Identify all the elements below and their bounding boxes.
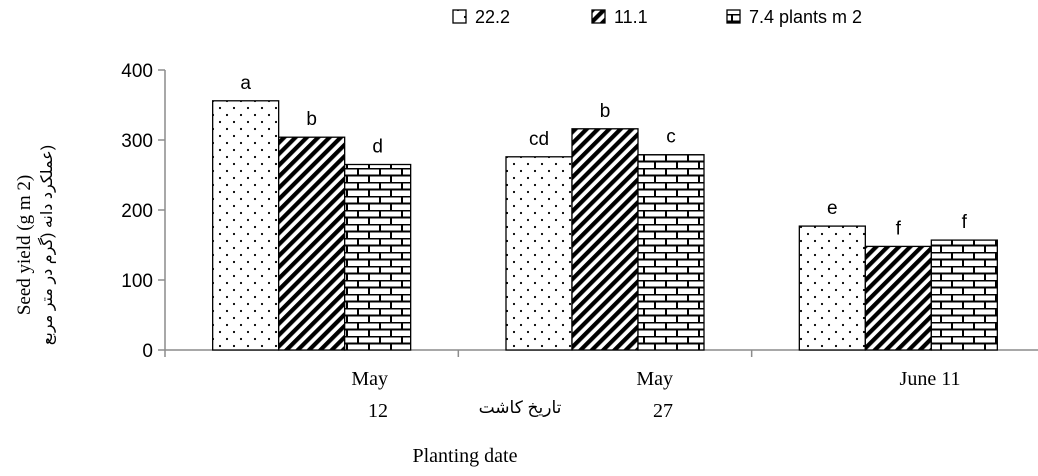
y-tick-label: 300 — [121, 131, 153, 152]
y-tick-label: 0 — [142, 341, 153, 362]
bar-significance-label: a — [240, 73, 251, 94]
bar — [344, 163, 412, 351]
bar — [278, 136, 346, 351]
y-tick-label: 400 — [121, 61, 153, 82]
y-axis-title-fa: (عملکرد دانه (گرم در متر مربع — [37, 145, 57, 345]
x-category-label-line2: 27 — [653, 400, 673, 422]
bar-significance-label: f — [962, 212, 968, 233]
legend-label: 7.4 plants m 2 — [749, 7, 862, 27]
x-category-label: June 11 — [900, 368, 961, 390]
legend-swatch — [591, 9, 606, 24]
legend-label: 11.1 — [614, 7, 648, 27]
bar — [571, 128, 639, 351]
legend: 22.2 11.1 7.4 plants m 2 — [452, 7, 862, 27]
bar-significance-label: f — [896, 218, 902, 239]
bar-significance-label: e — [827, 198, 838, 219]
bar-significance-label: cd — [529, 129, 549, 150]
y-tick-label: 200 — [121, 201, 153, 222]
legend-swatch — [452, 9, 467, 24]
bar-significance-label: c — [666, 127, 676, 148]
legend-label: 22.2 — [475, 7, 510, 27]
y-tick-label: 100 — [121, 271, 153, 292]
y-axis-title: Seed yield (g m 2) — [14, 175, 35, 315]
x-axis-title: Planting date — [413, 445, 518, 467]
bar — [212, 100, 280, 351]
bar — [637, 154, 705, 351]
bar — [930, 239, 998, 351]
bar-significance-label: d — [372, 137, 383, 158]
bars: a b d cd b c e f f — [212, 73, 998, 351]
legend-swatch — [726, 9, 741, 24]
axis-labels: May 12 May 27 June 11 — [351, 368, 960, 422]
bar — [505, 156, 573, 351]
bar-significance-label: b — [306, 109, 317, 130]
bar — [864, 245, 932, 351]
bar — [798, 225, 866, 351]
bar-significance-label: b — [600, 101, 611, 122]
x-axis-title-fa: تاریخ کاشت — [479, 398, 562, 418]
x-category-label-line2: 12 — [368, 400, 388, 422]
x-category-label-line1: May — [351, 368, 388, 390]
x-category-label-line1: May — [636, 368, 673, 390]
